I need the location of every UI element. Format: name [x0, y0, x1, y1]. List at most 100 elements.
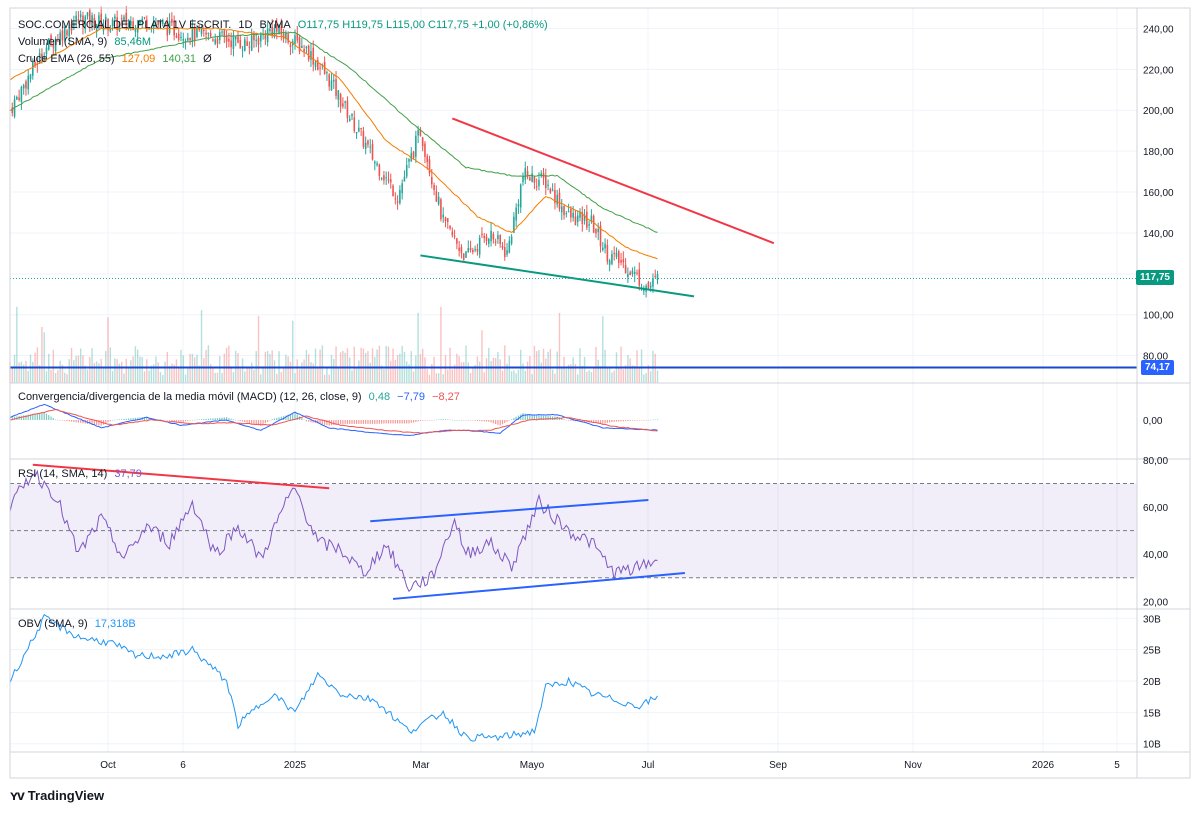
volume-bar: [520, 349, 522, 383]
volume-bar: [171, 363, 173, 383]
macd-hist-bar: [488, 420, 490, 422]
candle-body: [631, 270, 634, 274]
volume-bar: [187, 367, 189, 383]
volume-bar: [447, 369, 449, 383]
volume-bar: [193, 357, 196, 383]
macd-hist-bar: [636, 420, 638, 421]
macd-hist-bar: [48, 415, 50, 420]
candle-body: [369, 146, 372, 148]
candle-body: [250, 35, 253, 51]
macd-hist-bar: [465, 420, 467, 421]
macd-hist-bar: [96, 420, 98, 426]
obv-tick: 30B: [1143, 614, 1161, 625]
macd-hist-bar: [337, 420, 339, 425]
volume-bar: [212, 366, 214, 383]
candle-body: [351, 113, 353, 117]
candle-body: [547, 184, 549, 186]
macd-hist-bar: [221, 417, 223, 420]
macd-hist-bar: [515, 416, 517, 420]
obv-value: 17,318B: [94, 618, 136, 630]
candle-body: [255, 39, 258, 41]
volume-bar: [408, 364, 410, 383]
volume-bar: [32, 361, 34, 383]
volume-bar: [246, 368, 248, 383]
candle-body: [57, 40, 59, 42]
macd-hist-bar: [467, 420, 469, 421]
macd-hist-bar: [549, 416, 551, 420]
candle-body: [535, 186, 538, 188]
volume-bar: [157, 362, 159, 383]
candle-body: [27, 75, 30, 90]
rsi-legend[interactable]: RSI (14, SMA, 14) 37,79: [18, 468, 146, 480]
candle-body: [275, 24, 278, 32]
candle-body: [371, 143, 374, 160]
volume-bar: [597, 359, 599, 383]
candle-body: [68, 27, 71, 37]
macd-hist-bar: [654, 419, 656, 421]
macd-hist-bar: [324, 420, 326, 425]
macd-hist-bar: [77, 420, 79, 423]
ema-legend[interactable]: Cruce EMA (26, 55) 127,09 140,31 Ø: [18, 53, 216, 65]
volume-bar: [200, 310, 203, 383]
candle-body: [394, 198, 397, 200]
volume-bar: [148, 370, 150, 383]
volume-bar: [513, 370, 515, 383]
obv-legend[interactable]: OBV (SMA, 9) 17,318B: [18, 618, 140, 630]
volume-bar: [611, 372, 613, 383]
candle-body: [116, 17, 118, 30]
volume-bar: [437, 373, 440, 383]
macd-hist-bar: [241, 420, 244, 422]
tradingview-branding[interactable]: ʏᴠ TradingView: [10, 787, 104, 803]
volume-bar: [244, 371, 246, 383]
volume-bar: [248, 368, 251, 383]
macd-hist-bar: [565, 419, 567, 421]
rsi-value: 37,79: [114, 468, 142, 480]
candle-body: [597, 228, 600, 233]
candle-body: [419, 129, 422, 136]
candle-body: [337, 90, 340, 100]
macd-hist-bar: [127, 418, 130, 420]
pane-separators[interactable]: [9, 7, 1191, 779]
macd-hist-bar: [100, 420, 102, 426]
macd-hist-bar: [342, 420, 344, 424]
macd-hist-bar: [419, 420, 421, 421]
candle-body: [200, 27, 203, 34]
candle-body: [152, 23, 155, 29]
symbol-legend[interactable]: SOC.COMERCIAL DEL PLATA 1V ESCRIT. 1D BY…: [18, 19, 552, 31]
candle-body: [287, 34, 289, 43]
volume-bar: [132, 356, 134, 383]
candle-body: [437, 196, 440, 205]
ema-slow-line: [9, 31, 658, 233]
tradingview-logo-icon: ʏᴠ: [10, 787, 25, 803]
candle-body: [643, 289, 645, 292]
macd-hist-bar: [39, 412, 41, 420]
macd-hist-bar: [353, 420, 355, 424]
volume-bar: [472, 367, 474, 383]
volume-bar: [483, 372, 485, 383]
macd-hist-bar: [417, 420, 419, 422]
trendlines[interactable]: [10, 117, 1137, 600]
candle-body: [25, 81, 27, 89]
volume-bar: [164, 361, 166, 383]
candle-body: [70, 24, 73, 31]
volume-bar: [162, 374, 164, 383]
volume-legend[interactable]: Volumen (SMA, 9) 85,46M: [18, 36, 155, 48]
volume-bar: [134, 346, 137, 383]
volume-bar: [618, 367, 620, 383]
volume-bar: [159, 371, 162, 383]
volume-bar: [209, 364, 212, 383]
macd-legend[interactable]: Convergencia/divergencia de la media móv…: [18, 391, 464, 403]
macd-hist-bar: [458, 420, 460, 421]
volume-bar: [196, 354, 198, 383]
candle-body: [385, 177, 387, 179]
candle-body: [294, 35, 296, 45]
volume-bar: [292, 320, 294, 383]
macd-hist-bar: [280, 416, 282, 420]
trendline-rsi: [32, 463, 330, 490]
candle-body: [102, 25, 105, 31]
volume-bar: [45, 371, 48, 383]
volume-bar: [396, 355, 399, 383]
macd-hist-bar: [412, 420, 415, 423]
macd-hist-bar: [522, 413, 524, 420]
